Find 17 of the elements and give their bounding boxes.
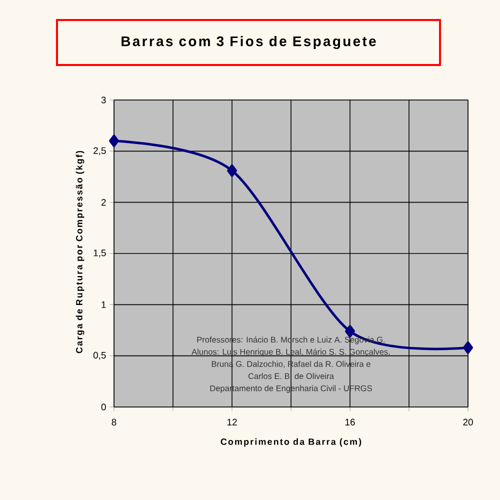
point [463,341,474,354]
point [109,134,119,148]
x-tick-label: 12 [227,418,237,426]
y-tick-label: 0 [101,404,106,410]
point [227,164,238,177]
y-tick-label: 2,5 [94,147,106,156]
y-tick-label: 1,5 [94,250,106,258]
x-axis-title: Comprimento da Barra (cm) [220,438,362,447]
x-tick-label: 16 [345,418,355,426]
y-tick-label: 2 [101,199,106,206]
x-tick-label: 8 [112,418,116,426]
y-axis-title: Carga de Ruptura por Compressão (kgf) [76,150,84,354]
y-tick-label: 1 [102,301,106,308]
y-tick-label: 0,5 [93,352,106,360]
x-tick-label: 20 [463,418,473,426]
y-tick-label: 3 [101,96,106,104]
chart-title: Barras com 3 Fios de Espaguete [122,36,376,50]
